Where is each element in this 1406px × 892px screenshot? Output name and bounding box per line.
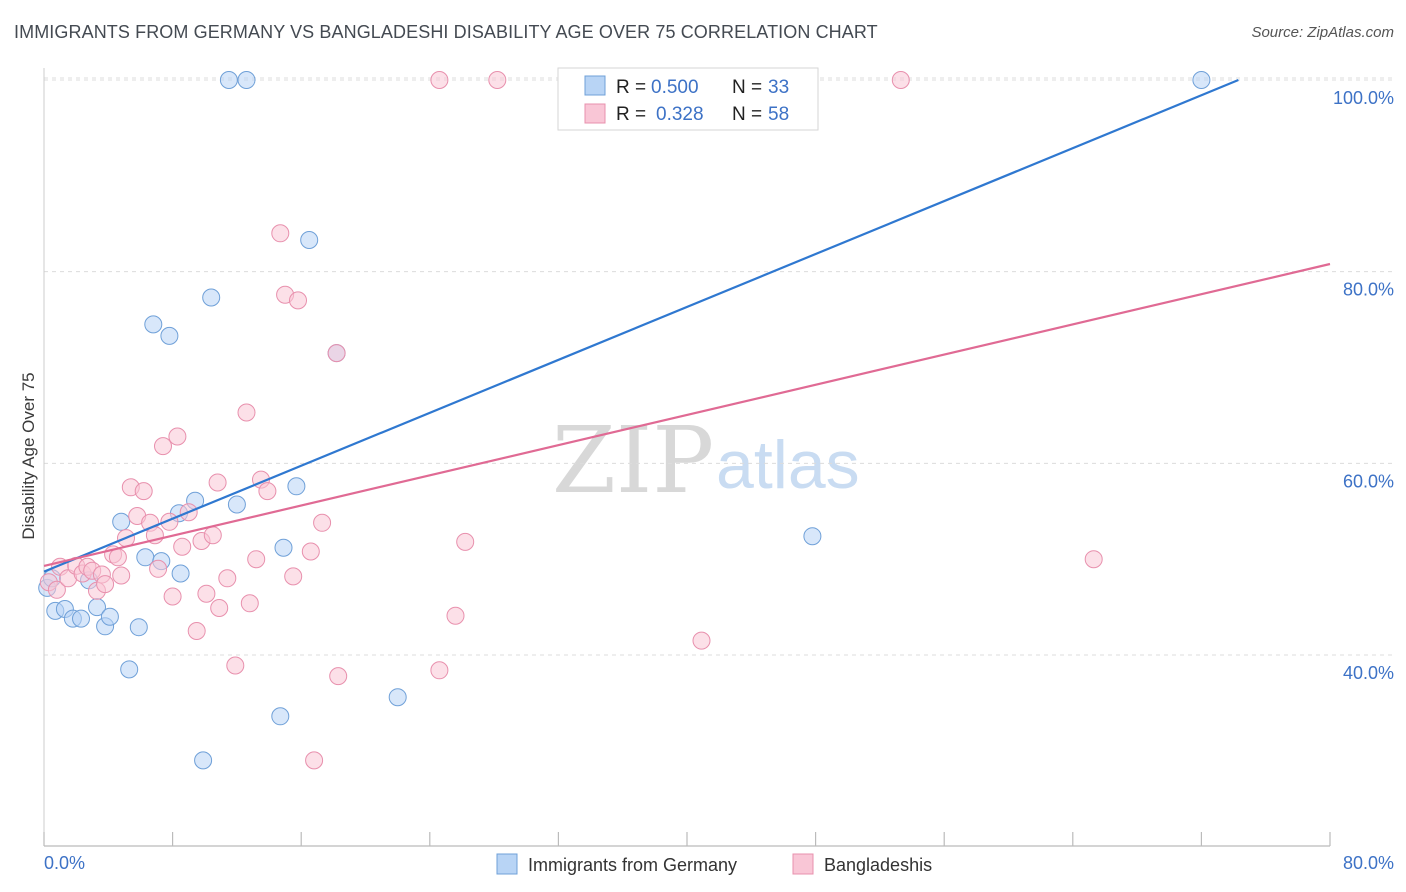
watermark-atlas: atlas: [716, 427, 860, 503]
bangladeshi-point-56: [1084, 550, 1103, 569]
bangladeshi-point-32: [210, 599, 229, 617]
bangladeshi-point-24: [168, 427, 187, 446]
bangladeshi-point-48: [329, 667, 348, 686]
germany-point-33: [1192, 71, 1211, 89]
bangladeshi-point-54: [692, 631, 711, 650]
bangladeshi-point-17: [134, 482, 153, 501]
germany-point-5: [72, 609, 90, 628]
germany-point-22: [219, 71, 238, 89]
bangladeshi-point-51: [446, 606, 465, 625]
bangladeshi-point-29: [197, 584, 216, 603]
bangladeshi-point-40: [271, 224, 290, 243]
germany-point-24: [237, 71, 256, 89]
bangladeshi-point-53: [488, 71, 507, 89]
bangladeshi-point-50: [430, 71, 449, 89]
germany-point-17: [171, 564, 190, 583]
bangladeshi-point-30: [203, 526, 222, 545]
x-tick-label-max: 80.0%: [1343, 853, 1394, 873]
trendlines: [43, 78, 1331, 573]
bangladeshi-point-46: [313, 513, 332, 532]
bangladeshi-point-34: [226, 656, 245, 675]
bottom-legend-label-bangladeshis: Bangladeshis: [824, 855, 932, 875]
y-tick-label-100: 100.0%: [1333, 88, 1394, 108]
bangladeshi-point-27: [187, 622, 206, 640]
legend-r-value-blue: 0.500: [651, 77, 699, 98]
bangladeshi-point-20: [149, 559, 168, 578]
x-tick-label-min: 0.0%: [44, 853, 85, 873]
bangladeshi-point-47: [327, 344, 346, 363]
germany-point-21: [202, 288, 221, 307]
germany-point-26: [274, 538, 293, 557]
y-tick-label-40: 40.0%: [1343, 663, 1394, 683]
germany-point-11: [120, 660, 139, 679]
bangladeshi-point-1: [47, 580, 66, 599]
germany-point-12: [129, 618, 148, 637]
legend-n-value-blue: 33: [768, 77, 789, 98]
bangladeshi-point-49: [430, 661, 449, 680]
bangladeshi-point-33: [218, 569, 237, 588]
bangladeshi-point-10: [96, 575, 115, 594]
bottom-legend-label-germany: Immigrants from Germany: [528, 855, 737, 875]
bottom-legend-swatch-germany: [496, 853, 518, 875]
bangladeshi-point-52: [456, 532, 475, 551]
germany-point-25: [271, 707, 290, 726]
gridlines: [44, 77, 1394, 656]
germany-point-27: [287, 477, 306, 496]
bangladeshi-point-31: [208, 473, 227, 492]
bangladeshi-point-23: [163, 587, 182, 606]
watermark-zip: ZIP: [552, 407, 714, 514]
bangladeshi-point-37: [247, 550, 266, 569]
x-ticks: [43, 832, 1331, 846]
bangladeshi-point-36: [240, 594, 259, 613]
germany-point-10: [112, 512, 131, 531]
bangladeshi-point-35: [237, 403, 256, 422]
legend-r-label-pink: R =: [616, 104, 646, 125]
germany-point-28: [300, 231, 319, 249]
correlation-legend: R = 0.500 N = 33 R = 0.328 N = 58: [557, 67, 819, 131]
germany-point-16: [160, 326, 179, 345]
y-axis-label: Disability Age Over 75: [19, 372, 38, 539]
trendline-germany: [43, 78, 1239, 573]
legend-n-value-pink: 58: [768, 104, 789, 125]
legend-r-label-blue: R =: [616, 77, 646, 98]
bangladeshi-point-44: [301, 542, 320, 561]
series-legend: Immigrants from Germany Bangladeshis: [496, 853, 932, 875]
y-tick-label-60: 60.0%: [1343, 471, 1394, 491]
bangladeshi-point-39: [258, 482, 277, 501]
y-tick-label-80: 80.0%: [1343, 280, 1394, 300]
chart-source: Source: ZipAtlas.com: [1251, 24, 1394, 41]
bangladeshi-point-55: [891, 71, 910, 89]
bottom-legend-swatch-bangladeshis: [792, 853, 814, 875]
bangladeshi-point-45: [305, 751, 324, 770]
legend-swatch-pink: [584, 103, 606, 124]
bangladeshi-point-21: [154, 437, 172, 456]
series-bangladeshis-points: [39, 71, 1103, 770]
germany-point-20: [194, 751, 213, 770]
chart-title: IMMIGRANTS FROM GERMANY VS BANGLADESHI D…: [14, 22, 878, 42]
germany-point-23: [227, 495, 246, 514]
germany-point-32: [803, 527, 822, 546]
germany-point-14: [144, 315, 163, 334]
legend-r-value-pink: 0.328: [656, 104, 704, 125]
bangladeshi-point-43: [289, 291, 307, 310]
bangladeshi-point-13: [112, 566, 131, 585]
bangladeshi-point-42: [284, 567, 303, 586]
bangladeshi-point-25: [173, 537, 192, 556]
legend-n-label-pink: N =: [732, 104, 762, 125]
germany-point-30: [388, 688, 407, 707]
y-tick-labels: 40.0% 60.0% 80.0% 100.0%: [1333, 88, 1394, 683]
legend-n-label-blue: N =: [732, 77, 762, 98]
trendline-bangladeshis: [43, 262, 1331, 567]
germany-point-9: [100, 607, 119, 626]
bangladeshi-point-12: [108, 548, 127, 567]
legend-swatch-blue: [584, 75, 606, 96]
